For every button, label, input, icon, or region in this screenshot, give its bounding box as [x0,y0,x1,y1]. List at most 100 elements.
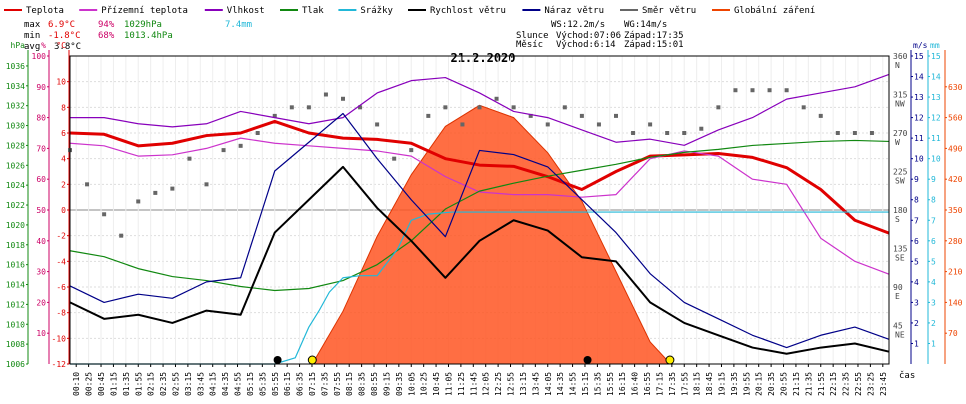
wind-speed-tick-label-9: 10 [914,155,924,164]
pressure-tick-label-15: 1036 [6,62,25,71]
wind-dir-point-18 [375,122,380,127]
x-tick-label-18: 06:35 [296,372,305,396]
wind-dir-point-28 [545,122,550,127]
rain-tick-label-9: 10 [931,155,941,164]
wind-dir-label-1: NW [895,100,905,109]
x-tick-label-63: 22:55 [854,372,863,396]
rain-tick-label-12: 13 [931,93,941,102]
wind-dir-tick-6: 90 [893,283,903,292]
wind-dir-point-2 [102,212,107,217]
wind-dir-point-43 [801,105,806,110]
x-tick-label-0: 00:10 [72,372,81,396]
x-tick-label-57: 20:55 [780,372,789,396]
wind-dir-point-32 [614,113,618,118]
legend-label-7: Směr větru [642,6,696,16]
x-tick-label-27: 10:05 [407,372,416,396]
x-tick-label-9: 03:15 [184,372,193,396]
wind-speed-tick-label-0: 1 [914,339,919,348]
wind-dir-point-40 [750,88,755,93]
x-tick-label-25: 09:15 [382,372,391,396]
rain-tick-label-7: 8 [931,196,936,205]
x-tick-label-29: 10:45 [432,372,441,396]
wind-dir-point-47 [869,131,874,135]
radiation-tick-label-0: 70 [948,329,958,338]
x-tick-label-23: 08:35 [358,372,367,396]
rain-tick-label-8: 9 [931,175,936,184]
wind-dir-point-23 [460,122,465,127]
pressure-tick-label-3: 1012 [6,300,25,309]
x-tick-label-51: 18:45 [705,372,714,396]
rain-tick-label-6: 7 [931,216,936,225]
rain-tick-label-5: 6 [931,237,936,246]
x-tick-label-3: 01:15 [109,372,118,396]
wind-dir-tick-3: 225 [893,168,908,177]
moonrise-marker [273,356,282,364]
series-line-4 [70,211,889,365]
wind-dir-point-11 [255,131,260,135]
x-tick-label-13: 04:55 [234,372,243,396]
radiation-tick-label-8: 630 [948,83,963,92]
rain-tick-label-13: 14 [931,73,941,82]
series-line-2 [70,73,890,146]
series-line-0 [69,119,890,235]
radiation-tick-label-4: 350 [948,206,963,215]
x-tick-label-58: 21:15 [792,372,801,396]
wind-dir-point-36 [682,131,687,135]
stats-moon-set: Západ:15:01 [624,40,684,50]
plot-area [68,73,890,365]
x-tick-label-35: 12:55 [507,372,516,396]
legend-label-3: Tlak [302,6,324,16]
wind-dir-point-13 [289,105,294,110]
stats-min-temp: -1.8°C [48,31,81,41]
wind-speed-tick-label-12: 13 [914,93,924,102]
wind-dir-label-4: S [895,215,900,224]
wind-dir-point-6 [170,186,175,191]
wind-speed-unit-label: m/s [913,41,928,50]
wind-speed-tick-label-6: 7 [914,216,919,225]
wind-dir-point-31 [596,122,601,127]
x-tick-label-49: 17:55 [680,372,689,396]
wind-dir-point-12 [272,113,277,118]
series-line-3 [69,139,890,292]
humidity-tick-label-6: 70 [36,144,46,153]
wind-speed-tick-label-11: 12 [914,114,924,123]
x-tick-label-17: 06:15 [283,372,292,396]
radiation-tick-label-1: 140 [948,298,963,307]
wind-speed-tick-label-7: 8 [914,196,919,205]
stats-min-press: 1013.4hPa [124,31,173,41]
radiation-tick-label-2: 210 [948,268,963,277]
humidity-tick-label-2: 30 [36,268,46,277]
wind-dir-point-25 [494,96,499,101]
x-tick-label-24: 08:55 [370,372,379,396]
x-tick-label-50: 18:15 [693,372,702,396]
x-tick-label-48: 17:35 [668,372,677,396]
wind-dir-point-8 [204,182,209,187]
wind-dir-point-27 [528,113,533,118]
x-tick-label-32: 11:45 [469,372,478,396]
moonset-marker [583,356,592,364]
x-tick-label-62: 22:35 [842,372,851,396]
wind-dir-tick-7: 45 [893,322,903,331]
x-tick-label-11: 04:15 [209,372,218,396]
rain-tick-label-3: 4 [931,278,936,287]
temperature-unit-label: °C [56,41,66,50]
series-line-5 [69,165,890,355]
x-tick-label-2: 00:45 [97,372,106,396]
sunrise-marker [307,355,317,365]
humidity-tick-label-3: 40 [36,237,46,246]
radiation-tick-label-5: 420 [948,175,963,184]
pressure-unit-label: hPa [11,41,26,50]
legend-label-0: Teplota [26,6,64,16]
x-tick-label-6: 02:15 [147,372,156,396]
humidity-tick-label-1: 20 [36,298,46,307]
x-tick-label-44: 16:15 [618,372,627,396]
x-tick-label-14: 05:15 [246,372,255,396]
temperature-tick-label-7: 2 [61,180,66,189]
wind-speed-tick-label-8: 9 [914,175,919,184]
humidity-tick-label-8: 90 [36,83,46,92]
rain-tick-label-0: 1 [931,339,936,348]
stats-max-rain: 7.4mm [225,20,252,30]
x-tick-label-31: 11:25 [457,372,466,396]
radiation-tick-label-3: 280 [948,237,963,246]
pressure-tick-label-2: 1010 [6,320,25,329]
